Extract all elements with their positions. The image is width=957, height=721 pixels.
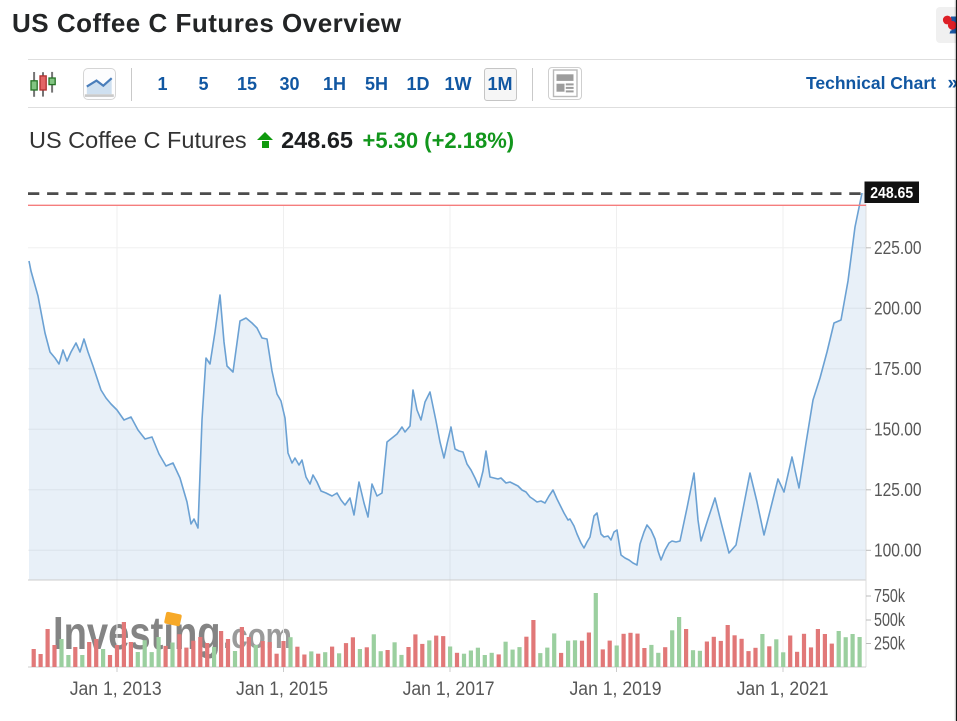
svg-text:250k: 250k [874,633,906,654]
svg-text:150.00: 150.00 [874,419,922,440]
svg-text:Jan 1, 2019: Jan 1, 2019 [570,679,662,700]
svg-text:200.00: 200.00 [874,298,922,319]
svg-text:500k: 500k [874,609,906,630]
svg-text:175.00: 175.00 [874,358,922,379]
svg-text:Jan 1, 2015: Jan 1, 2015 [236,679,328,700]
svg-text:100.00: 100.00 [874,540,922,561]
svg-text:225.00: 225.00 [874,237,922,258]
svg-text:Jan 1, 2021: Jan 1, 2021 [737,679,829,700]
svg-text:125.00: 125.00 [874,479,922,500]
svg-text:Jan 1, 2017: Jan 1, 2017 [403,679,495,700]
svg-text:750k: 750k [874,585,906,606]
svg-text:248.65: 248.65 [870,185,913,202]
svg-text:Jan 1, 2013: Jan 1, 2013 [70,679,162,700]
